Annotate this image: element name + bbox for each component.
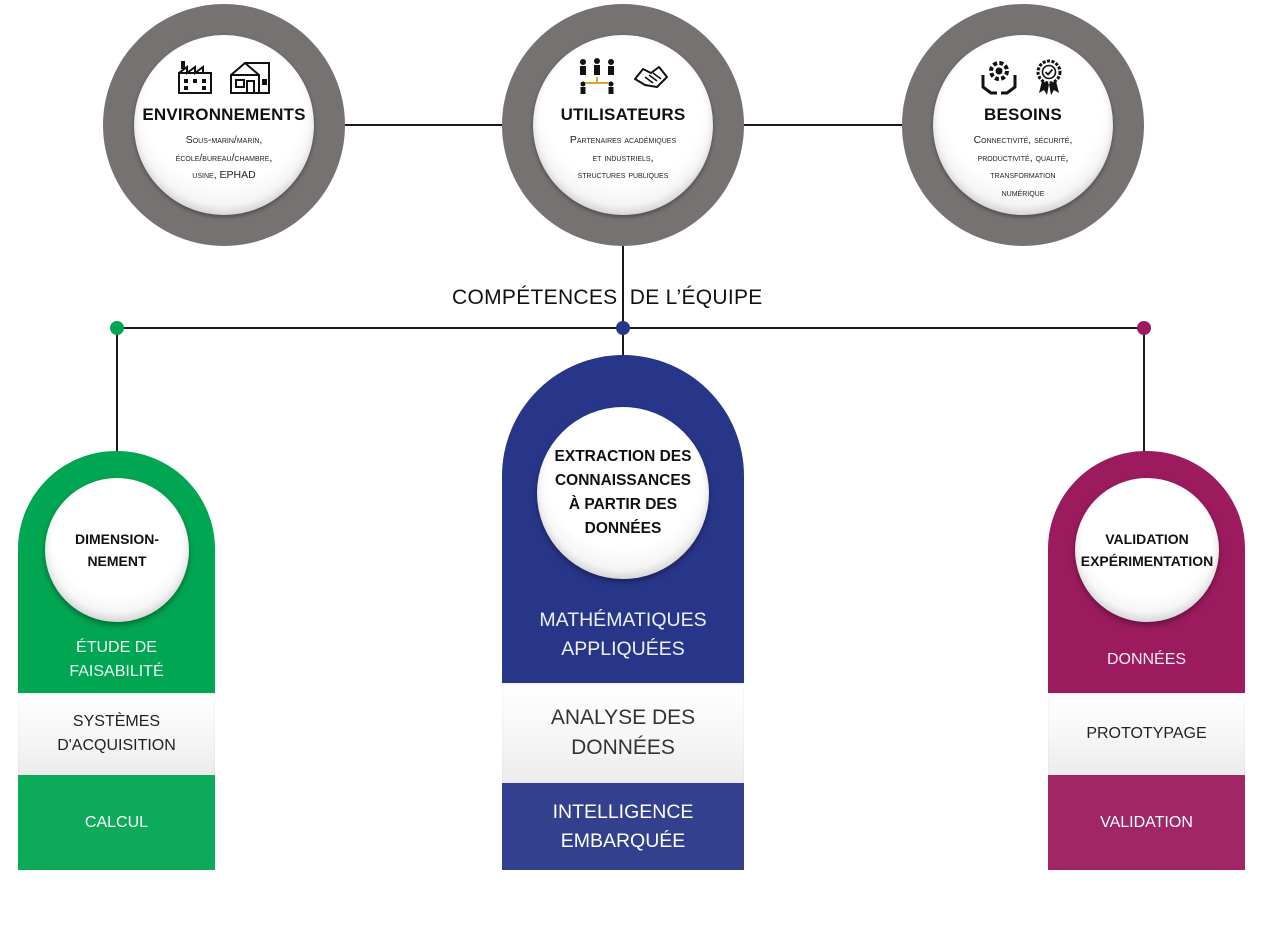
top-connector-right <box>740 124 906 126</box>
magenta-drop-line <box>1143 328 1145 454</box>
factory-icon <box>175 57 215 97</box>
column-item: ANALYSE DES DONNÉES <box>502 683 744 783</box>
utilisateurs-node: UTILISATEURS Partenaires académiques et … <box>502 4 744 246</box>
people-network-icon <box>575 57 619 97</box>
column-item: MATHÉMATIQUES APPLIQUÉES <box>539 609 707 660</box>
navy-dot <box>616 321 630 335</box>
column-item: CALCUL <box>18 775 215 870</box>
validation-title: VALIDATION EXPÉRIMENTATION <box>1075 478 1219 622</box>
column-item: SYSTÈMES D'ACQUISITION <box>18 693 215 775</box>
column-item: PROTOTYPAGE <box>1048 693 1245 775</box>
section-title: COMPÉTENCES DE L’ÉQUIPE <box>452 286 763 309</box>
dimensionnement-column: DIMENSION- NEMENT ÉTUDE DE FAISABILITÉ S… <box>18 451 215 870</box>
green-dot <box>110 321 124 335</box>
environnements-node: ENVIRONNEMENTS Sous-marin/marin, école/b… <box>103 4 345 246</box>
gear-hands-icon <box>979 57 1019 97</box>
besoins-node: BESOINS Connectivité, sécurité, producti… <box>902 4 1144 246</box>
extraction-column: EXTRACTION DES CONNAISSANCES À PARTIR DE… <box>502 355 744 870</box>
utilisateurs-body: Partenaires académiques et industriels, … <box>569 134 677 181</box>
house-icon <box>227 57 273 97</box>
handshake-icon <box>631 57 671 97</box>
dimensionnement-title: DIMENSION- NEMENT <box>45 478 189 622</box>
column-item: ÉTUDE DE FAISABILITÉ <box>69 638 164 680</box>
magenta-dot <box>1137 321 1151 335</box>
center-drop-line <box>622 244 624 356</box>
top-connector-left <box>340 124 506 126</box>
column-item: INTELLIGENCE EMBARQUÉE <box>502 783 744 870</box>
besoins-body: Connectivité, sécurité, productivité, qu… <box>973 134 1073 199</box>
validation-column: VALIDATION EXPÉRIMENTATION DONNÉES PROTO… <box>1048 451 1245 870</box>
environnements-title: ENVIRONNEMENTS <box>142 105 306 124</box>
competence-bar <box>117 327 1145 329</box>
utilisateurs-title: UTILISATEURS <box>560 105 686 124</box>
utilisateurs-disc: UTILISATEURS Partenaires académiques et … <box>533 35 713 215</box>
extraction-title: EXTRACTION DES CONNAISSANCES À PARTIR DE… <box>537 407 709 579</box>
quality-badge-icon <box>1031 57 1067 97</box>
environnements-body: Sous-marin/marin, école/bureau/chambre, … <box>175 134 273 181</box>
green-drop-line <box>116 328 118 454</box>
column-item: VALIDATION <box>1048 775 1245 870</box>
besoins-disc: BESOINS Connectivité, sécurité, producti… <box>933 35 1113 215</box>
besoins-title: BESOINS <box>984 105 1062 124</box>
column-item: DONNÉES <box>1106 650 1187 668</box>
environnements-disc: ENVIRONNEMENTS Sous-marin/marin, école/b… <box>134 35 314 215</box>
